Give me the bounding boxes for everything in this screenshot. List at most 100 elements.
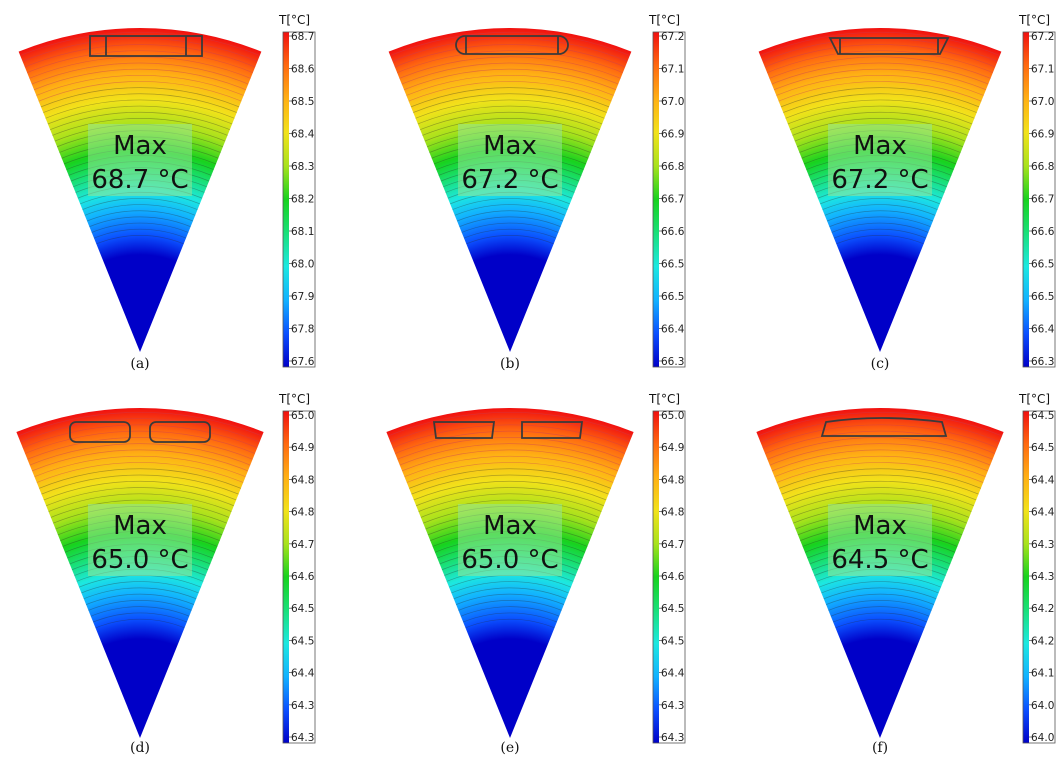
max-value: 65.0 °C bbox=[461, 545, 558, 575]
colorbar-tick-label: 68.2 bbox=[291, 194, 314, 206]
colorbar-tick-label: 64.4 bbox=[291, 668, 315, 680]
colorbar-tick-label: 66.5 bbox=[1031, 291, 1054, 303]
colorbar-tick-label: 68.5 bbox=[291, 96, 314, 108]
colorbar-tick-label: 64.5 bbox=[1031, 442, 1054, 454]
colorbar-tick-label: 66.4 bbox=[1031, 324, 1055, 336]
colorbar-tick-label: 64.9 bbox=[291, 442, 314, 454]
colorbar-tick-label: 64.8 bbox=[291, 507, 314, 519]
colorbar: T[°C] 64.5 64.5 64.4 64.4 64.3 64.3 64.2 64.2 64.… bbox=[1018, 392, 1056, 744]
colorbar-tick-label: 64.3 bbox=[291, 700, 314, 712]
colorbar-tick-label: 67.2 bbox=[661, 31, 684, 43]
max-value: 67.2 °C bbox=[461, 165, 558, 195]
colorbar: T[°C] 67.2 67.1 67.0 66.9 66.8 66.7 66.6 66.5 66.… bbox=[1018, 13, 1056, 368]
colorbar-tick-label: 66.4 bbox=[661, 324, 685, 336]
max-value: 64.5 °C bbox=[831, 545, 928, 575]
colorbar-tick-label: 66.6 bbox=[1031, 226, 1055, 238]
colorbar-frame bbox=[652, 410, 686, 744]
max-value: 65.0 °C bbox=[91, 545, 188, 575]
panel-a: Max 68.7 °C (a) T[°C] 68.7 68.6 68.5 68.4 68.3 68… bbox=[18, 13, 316, 372]
colorbar: T[°C] 68.7 68.6 68.5 68.4 68.3 68.2 68.1 68.0 67.… bbox=[278, 13, 316, 368]
colorbar-tick-label: 66.6 bbox=[661, 226, 685, 238]
colorbar-tick-label: 64.9 bbox=[661, 442, 684, 454]
panel-f: Max 64.5 °C (f) T[°C] 64.5 64.5 64.4 64.4 64.3 64… bbox=[756, 392, 1056, 756]
colorbar-tick-label: 68.6 bbox=[291, 64, 315, 76]
colorbar: T[°C] 65.0 64.9 64.8 64.8 64.7 64.6 64.5 64.5 64.… bbox=[648, 392, 686, 744]
colorbar-tick-label: 64.5 bbox=[291, 603, 314, 615]
max-label-box bbox=[458, 124, 562, 196]
colorbar-tick-label: 66.8 bbox=[1031, 161, 1054, 173]
colorbar-tick-label: 64.8 bbox=[291, 474, 314, 486]
colorbar-tick-label: 66.5 bbox=[661, 259, 684, 271]
colorbar-frame bbox=[652, 31, 686, 368]
colorbar-tick-label: 66.5 bbox=[661, 291, 684, 303]
insert-outline bbox=[820, 417, 948, 437]
max-label-box bbox=[88, 504, 192, 576]
colorbar-gradient bbox=[283, 411, 289, 743]
colorbar-tick-label: 66.7 bbox=[1031, 194, 1054, 206]
colorbar-tick-label: 64.8 bbox=[661, 507, 684, 519]
colorbar-tick-label: 64.6 bbox=[291, 571, 315, 583]
colorbar-tick-label: 64.3 bbox=[1031, 539, 1054, 551]
colorbar-tick-label: 64.6 bbox=[661, 571, 685, 583]
colorbar-tick-label: 64.3 bbox=[661, 700, 684, 712]
max-label-box bbox=[828, 124, 932, 196]
colorbar-tick-label: 66.3 bbox=[661, 356, 684, 368]
colorbar-tick-label: 64.5 bbox=[1031, 410, 1054, 422]
colorbar-tick-label: 66.7 bbox=[661, 194, 684, 206]
colorbar-frame bbox=[1022, 410, 1056, 744]
colorbar-tick-label: 64.7 bbox=[661, 539, 684, 551]
colorbar-tick-label: 67.6 bbox=[291, 356, 315, 368]
colorbar: T[°C] 67.2 67.1 67.0 66.9 66.8 66.7 66.6 66.5 66.… bbox=[648, 13, 686, 368]
colorbar-tick-label: 64.2 bbox=[1031, 603, 1054, 615]
max-label: Max bbox=[853, 511, 907, 541]
colorbar-tick-label: 64.5 bbox=[661, 603, 684, 615]
colorbar-gradient bbox=[283, 32, 289, 367]
colorbar-frame bbox=[1022, 31, 1056, 368]
max-label: Max bbox=[483, 131, 537, 161]
colorbar-tick-label: 64.4 bbox=[1031, 474, 1055, 486]
max-label: Max bbox=[483, 511, 537, 541]
colorbar-tick-label: 65.0 bbox=[661, 410, 684, 422]
colorbar-gradient bbox=[1023, 32, 1029, 367]
colorbar-tick-label: 64.2 bbox=[1031, 635, 1054, 647]
colorbar-unit: T[°C] bbox=[1018, 13, 1050, 27]
colorbar-tick-label: 64.8 bbox=[661, 474, 684, 486]
colorbar-tick-label: 64.3 bbox=[661, 732, 684, 744]
max-label-box bbox=[88, 124, 192, 196]
colorbar-tick-label: 64.0 bbox=[1031, 700, 1054, 712]
colorbar-frame bbox=[282, 410, 316, 744]
panel-caption: (b) bbox=[500, 356, 520, 372]
colorbar-tick-label: 64.7 bbox=[291, 539, 314, 551]
colorbar-tick-label: 67.8 bbox=[291, 324, 314, 336]
colorbar-unit: T[°C] bbox=[278, 13, 310, 27]
colorbar-tick-label: 68.0 bbox=[291, 259, 314, 271]
colorbar-tick-label: 67.1 bbox=[661, 64, 684, 76]
panel-b: Max 67.2 °C (b) T[°C] 67.2 67.1 67.0 66.9 66.8 66… bbox=[388, 13, 686, 372]
max-value: 68.7 °C bbox=[91, 165, 188, 195]
insert-outline bbox=[455, 35, 569, 55]
insert-outline bbox=[69, 421, 211, 443]
max-label: Max bbox=[113, 131, 167, 161]
insert-outline bbox=[432, 421, 584, 439]
colorbar-tick-label: 64.4 bbox=[1031, 507, 1055, 519]
colorbar-tick-label: 67.0 bbox=[1031, 96, 1054, 108]
panel-caption: (a) bbox=[130, 356, 149, 372]
panel-d: Max 65.0 °C (d) T[°C] 65.0 64.9 64.8 64.8 64.7 64… bbox=[16, 392, 316, 756]
colorbar: T[°C] 65.0 64.9 64.8 64.8 64.7 64.6 64.5 64.5 64.… bbox=[278, 392, 316, 744]
colorbar-unit: T[°C] bbox=[648, 13, 680, 27]
insert-outline bbox=[89, 35, 203, 57]
max-label: Max bbox=[113, 511, 167, 541]
panel-caption: (d) bbox=[130, 740, 150, 756]
panel-caption: (f) bbox=[872, 740, 888, 756]
colorbar-tick-label: 66.8 bbox=[661, 161, 684, 173]
colorbar-tick-label: 68.4 bbox=[291, 129, 315, 141]
colorbar-tick-label: 64.5 bbox=[661, 635, 684, 647]
colorbar-tick-label: 67.9 bbox=[291, 291, 314, 303]
colorbar-tick-label: 68.1 bbox=[291, 226, 314, 238]
colorbar-tick-label: 64.3 bbox=[1031, 571, 1054, 583]
colorbar-tick-label: 66.9 bbox=[1031, 129, 1054, 141]
colorbar-unit: T[°C] bbox=[278, 392, 310, 406]
colorbar-tick-label: 64.5 bbox=[291, 635, 314, 647]
colorbar-tick-label: 64.1 bbox=[1031, 668, 1054, 680]
